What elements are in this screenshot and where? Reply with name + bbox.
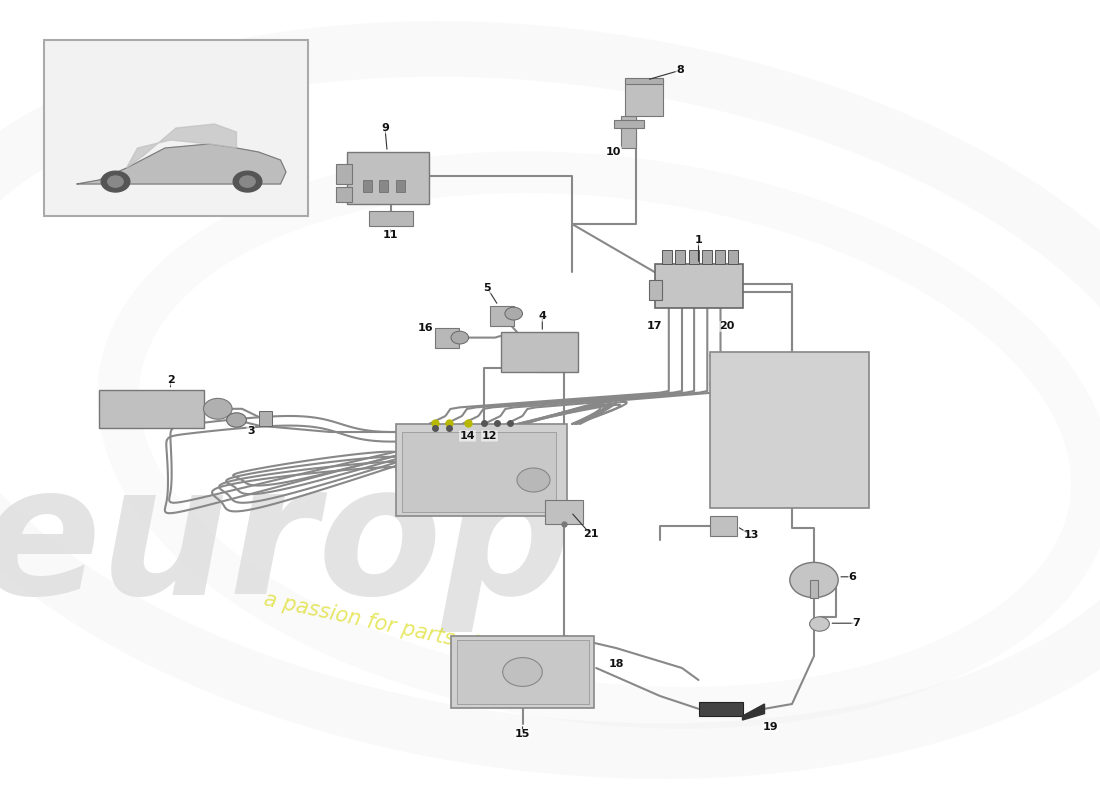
Text: 9: 9 — [381, 123, 389, 133]
Text: 10: 10 — [606, 147, 621, 157]
Bar — [99, 390, 204, 428]
Text: 7: 7 — [851, 618, 860, 628]
Text: a passion for parts since 1985: a passion for parts since 1985 — [262, 590, 574, 674]
Text: 21: 21 — [583, 530, 598, 539]
Bar — [456, 640, 588, 704]
Text: 2: 2 — [166, 375, 175, 385]
Circle shape — [233, 171, 262, 192]
Circle shape — [451, 331, 469, 344]
Bar — [336, 187, 352, 202]
Bar — [44, 40, 308, 216]
Text: 5: 5 — [484, 283, 491, 293]
Circle shape — [227, 413, 246, 427]
Text: 19: 19 — [762, 722, 778, 732]
Bar — [689, 250, 698, 264]
Text: 13: 13 — [744, 530, 759, 540]
Text: 16: 16 — [418, 323, 433, 333]
Bar — [500, 332, 578, 372]
Bar — [625, 80, 663, 116]
Text: 1: 1 — [694, 235, 703, 245]
Bar — [346, 152, 429, 204]
Text: 17: 17 — [647, 322, 662, 331]
Polygon shape — [742, 704, 764, 720]
Bar — [434, 328, 459, 348]
Bar — [336, 164, 352, 184]
Bar — [654, 264, 743, 308]
Bar — [614, 120, 644, 128]
Circle shape — [108, 176, 123, 187]
Bar — [728, 250, 738, 264]
Circle shape — [503, 658, 542, 686]
Bar — [649, 280, 662, 300]
Bar — [396, 424, 566, 516]
Bar — [710, 516, 737, 536]
Bar — [368, 211, 412, 226]
Bar — [625, 78, 663, 84]
Text: 15: 15 — [515, 730, 530, 739]
Bar — [396, 180, 405, 192]
Bar — [702, 250, 712, 264]
Bar — [662, 250, 672, 264]
Polygon shape — [126, 124, 236, 168]
Bar — [544, 500, 583, 524]
Text: 14: 14 — [460, 431, 475, 441]
Circle shape — [517, 468, 550, 492]
Bar — [402, 432, 556, 512]
Bar — [675, 250, 685, 264]
Bar — [698, 702, 742, 716]
Circle shape — [790, 562, 838, 598]
Text: 12: 12 — [482, 431, 497, 441]
Text: 11: 11 — [383, 230, 398, 240]
Text: 4: 4 — [538, 311, 547, 321]
Text: 20: 20 — [719, 322, 735, 331]
Bar — [379, 180, 388, 192]
Bar — [710, 352, 869, 508]
Bar — [715, 250, 725, 264]
Bar — [451, 636, 594, 708]
Text: 8: 8 — [675, 66, 684, 75]
Bar — [490, 306, 514, 326]
Polygon shape — [77, 144, 286, 184]
Text: 18: 18 — [608, 659, 624, 669]
Circle shape — [810, 617, 829, 631]
Circle shape — [240, 176, 255, 187]
Circle shape — [505, 307, 522, 320]
Text: 3: 3 — [248, 426, 254, 436]
Circle shape — [101, 171, 130, 192]
Circle shape — [204, 398, 232, 419]
Bar — [258, 411, 272, 426]
Text: 6: 6 — [848, 572, 857, 582]
Text: europ: europ — [0, 456, 571, 632]
Bar — [810, 580, 818, 598]
Bar — [621, 116, 636, 148]
Bar — [363, 180, 372, 192]
